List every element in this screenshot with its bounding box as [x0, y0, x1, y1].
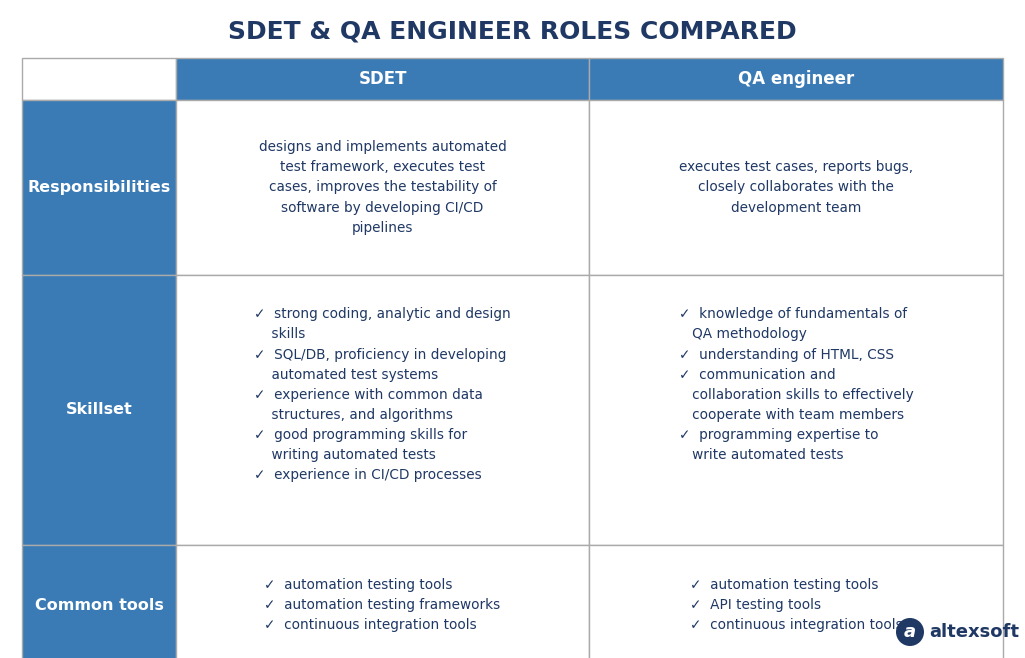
Bar — [176, 100, 589, 275]
Text: executes test cases, reports bugs,
closely collaborates with the
development tea: executes test cases, reports bugs, close… — [679, 161, 913, 215]
Text: ✓  automation testing tools
✓  automation testing frameworks
✓  continuous integ: ✓ automation testing tools ✓ automation … — [264, 578, 500, 632]
Bar — [22, 275, 176, 545]
Text: a: a — [904, 623, 916, 641]
Text: ✓  knowledge of fundamentals of
   QA methodology
✓  understanding of HTML, CSS
: ✓ knowledge of fundamentals of QA method… — [679, 307, 913, 462]
Bar — [176, 545, 589, 658]
Text: Responsibilities: Responsibilities — [28, 180, 170, 195]
Bar — [589, 100, 1003, 275]
Bar — [22, 58, 176, 100]
Text: Skillset: Skillset — [66, 403, 132, 417]
Text: ✓  strong coding, analytic and design
    skills
✓  SQL/DB, proficiency in devel: ✓ strong coding, analytic and design ski… — [254, 307, 510, 482]
Bar — [22, 545, 176, 658]
Text: Common tools: Common tools — [35, 597, 163, 613]
Text: SDET & QA ENGINEER ROLES COMPARED: SDET & QA ENGINEER ROLES COMPARED — [228, 20, 796, 44]
Bar — [589, 545, 1003, 658]
Bar — [176, 58, 589, 100]
Bar — [589, 275, 1003, 545]
Bar — [176, 275, 589, 545]
Text: ✓  automation testing tools
✓  API testing tools
✓  continuous integration tools: ✓ automation testing tools ✓ API testing… — [690, 578, 902, 632]
Text: SDET: SDET — [359, 70, 407, 88]
Text: designs and implements automated
test framework, executes test
cases, improves t: designs and implements automated test fr… — [258, 140, 506, 235]
Bar — [589, 58, 1003, 100]
Circle shape — [896, 618, 924, 646]
Text: altexsoft: altexsoft — [929, 623, 1019, 641]
Bar — [22, 100, 176, 275]
Text: QA engineer: QA engineer — [738, 70, 854, 88]
